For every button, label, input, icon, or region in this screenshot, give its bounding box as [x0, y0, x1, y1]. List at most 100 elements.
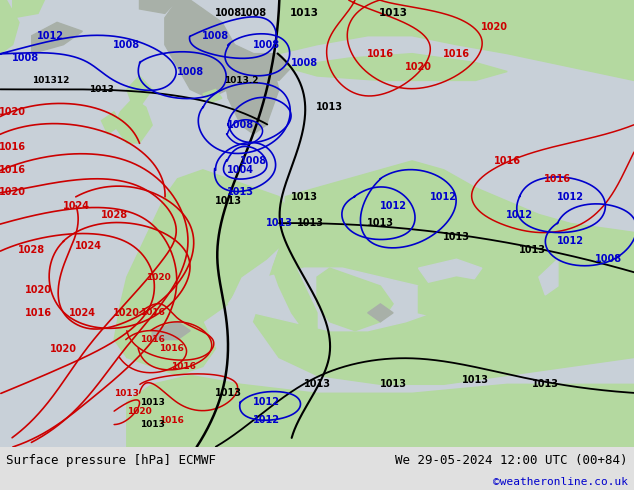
Text: 1008: 1008 — [12, 53, 39, 63]
Text: 1008: 1008 — [177, 67, 204, 76]
Polygon shape — [228, 268, 431, 331]
Polygon shape — [127, 375, 634, 447]
Text: 101312: 101312 — [32, 76, 69, 85]
Text: 1012: 1012 — [557, 236, 584, 246]
Polygon shape — [139, 0, 178, 13]
Text: 1013: 1013 — [367, 219, 394, 228]
Text: 1016: 1016 — [139, 335, 165, 344]
Text: 1013: 1013 — [139, 420, 165, 429]
Text: 1013: 1013 — [139, 398, 165, 407]
Text: 1013: 1013 — [215, 388, 242, 398]
Polygon shape — [279, 0, 634, 80]
Text: 1004: 1004 — [228, 165, 254, 175]
Text: 1012: 1012 — [253, 397, 280, 407]
Text: 1013: 1013 — [297, 219, 324, 228]
Text: We 29-05-2024 12:00 UTC (00+84): We 29-05-2024 12:00 UTC (00+84) — [395, 454, 628, 467]
Text: 1020: 1020 — [146, 272, 171, 282]
Text: 1008: 1008 — [595, 254, 622, 264]
Polygon shape — [254, 161, 634, 384]
Text: 1012: 1012 — [557, 192, 584, 201]
Polygon shape — [317, 348, 342, 367]
Text: 1020: 1020 — [25, 286, 51, 295]
Text: 1013: 1013 — [266, 219, 292, 228]
Text: 1008: 1008 — [215, 8, 242, 19]
Polygon shape — [279, 331, 292, 348]
Text: 1013: 1013 — [291, 192, 318, 201]
Polygon shape — [273, 250, 317, 340]
Text: 1013: 1013 — [380, 379, 406, 390]
Polygon shape — [127, 322, 216, 375]
Text: 1013: 1013 — [462, 375, 489, 385]
Text: 1013: 1013 — [519, 245, 546, 255]
Text: 1028: 1028 — [18, 245, 45, 255]
Text: 1012: 1012 — [253, 415, 280, 425]
Text: 1016: 1016 — [545, 174, 571, 184]
Text: 1008: 1008 — [240, 8, 267, 19]
Text: 1016: 1016 — [158, 416, 184, 424]
Text: 1012: 1012 — [507, 210, 533, 220]
Polygon shape — [317, 268, 393, 331]
Text: 1013: 1013 — [89, 85, 114, 94]
Text: 1016: 1016 — [171, 362, 197, 371]
Text: 1013: 1013 — [443, 232, 470, 242]
Text: 1016: 1016 — [0, 165, 26, 175]
Polygon shape — [114, 98, 152, 143]
Text: 1020: 1020 — [127, 407, 152, 416]
Text: 1008: 1008 — [113, 40, 140, 49]
Polygon shape — [222, 45, 279, 134]
Text: 1013: 1013 — [304, 379, 330, 390]
Polygon shape — [203, 89, 222, 103]
Text: 1024: 1024 — [63, 200, 89, 211]
Polygon shape — [418, 259, 482, 286]
Polygon shape — [368, 304, 393, 322]
Text: 1016: 1016 — [25, 308, 51, 318]
Polygon shape — [178, 0, 203, 9]
Polygon shape — [101, 112, 120, 134]
Polygon shape — [539, 259, 558, 295]
Text: 1020: 1020 — [113, 308, 140, 318]
Text: 1016: 1016 — [158, 344, 184, 353]
Text: 1013: 1013 — [290, 8, 319, 19]
Text: 1020: 1020 — [481, 22, 508, 32]
Polygon shape — [228, 80, 279, 107]
Text: 1008: 1008 — [240, 156, 267, 166]
Text: 1016: 1016 — [367, 49, 394, 59]
Text: 1013: 1013 — [378, 8, 408, 19]
Text: 1016: 1016 — [494, 156, 521, 166]
Text: 1012: 1012 — [380, 200, 406, 211]
Polygon shape — [152, 322, 190, 340]
Polygon shape — [254, 53, 292, 80]
Text: 1028: 1028 — [101, 210, 127, 220]
Text: 1024: 1024 — [75, 241, 102, 251]
Text: 1008: 1008 — [228, 120, 254, 130]
Polygon shape — [127, 76, 152, 107]
Text: 1008: 1008 — [202, 31, 229, 41]
Text: 1020: 1020 — [405, 62, 432, 72]
Text: 1012: 1012 — [37, 31, 64, 41]
Polygon shape — [165, 0, 241, 98]
Text: ©weatheronline.co.uk: ©weatheronline.co.uk — [493, 477, 628, 487]
Polygon shape — [418, 277, 533, 322]
Polygon shape — [114, 170, 292, 358]
Polygon shape — [0, 0, 19, 53]
Text: 1020: 1020 — [50, 343, 77, 354]
Text: 1016: 1016 — [139, 308, 165, 318]
Polygon shape — [32, 23, 82, 53]
Text: 1013: 1013 — [114, 389, 139, 398]
Text: 1013.2: 1013.2 — [224, 76, 258, 85]
Text: 1020: 1020 — [0, 107, 26, 117]
Text: 1013: 1013 — [228, 187, 254, 197]
Text: 1024: 1024 — [69, 308, 96, 318]
Text: 1020: 1020 — [0, 187, 26, 197]
Text: 1013: 1013 — [316, 102, 343, 112]
Polygon shape — [13, 0, 44, 18]
Text: 1008: 1008 — [253, 40, 280, 49]
Text: 1008: 1008 — [291, 57, 318, 68]
Text: Surface pressure [hPa] ECMWF: Surface pressure [hPa] ECMWF — [6, 454, 216, 467]
Text: 1013: 1013 — [215, 196, 242, 206]
Text: 1016: 1016 — [443, 49, 470, 59]
Text: 1013: 1013 — [532, 379, 559, 390]
Polygon shape — [456, 322, 482, 340]
Polygon shape — [241, 58, 273, 76]
Text: 1016: 1016 — [0, 143, 26, 152]
